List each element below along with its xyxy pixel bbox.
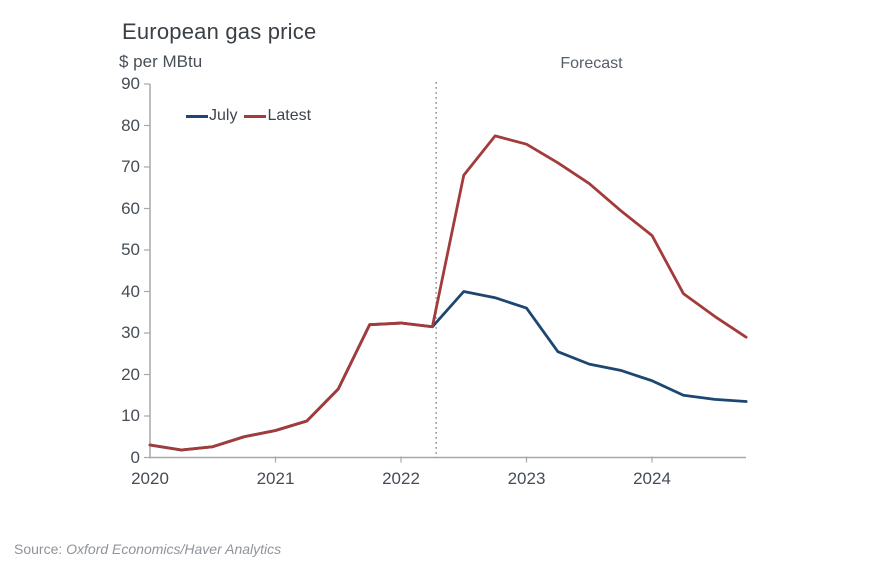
y-tick-label: 20 bbox=[121, 364, 140, 384]
page-title: European gas price bbox=[122, 19, 317, 44]
legend-label-latest: Latest bbox=[267, 107, 312, 124]
x-tick-label: 2021 bbox=[256, 469, 295, 488]
latest-series-line bbox=[148, 134, 748, 452]
y-tick-label: 10 bbox=[121, 406, 140, 425]
y-tick-label: 80 bbox=[121, 115, 140, 135]
y-tick-label: 60 bbox=[121, 198, 140, 218]
source-attribution: Source: Oxford Economics/Haver Analytics bbox=[14, 539, 281, 559]
chart-legend: July Latest bbox=[186, 105, 311, 127]
x-tick-label: 2022 bbox=[382, 469, 420, 488]
july-series-line bbox=[148, 290, 748, 452]
x-tick-label: 2024 bbox=[633, 469, 671, 488]
x-tick-label: 2023 bbox=[507, 469, 546, 488]
y-axis-unit-label: $ per MBtu bbox=[119, 52, 203, 71]
source-text: Oxford Economics/Haver Analytics bbox=[66, 541, 282, 557]
july-line-swatch-icon bbox=[186, 114, 208, 118]
source-prefix: Source: bbox=[14, 541, 67, 557]
y-tick-label: 0 bbox=[130, 447, 140, 467]
y-tick-label: 40 bbox=[121, 281, 140, 301]
legend-item-latest: Latest bbox=[244, 105, 311, 127]
legend-label-july: July bbox=[209, 107, 238, 124]
y-tick-label: 50 bbox=[121, 240, 140, 259]
x-tick-label: 2020 bbox=[131, 469, 169, 488]
forecast-annotation: Forecast bbox=[560, 55, 623, 72]
y-tick-label: 30 bbox=[121, 323, 140, 342]
y-tick-label: 70 bbox=[121, 157, 140, 176]
legend-item-july: July bbox=[186, 105, 237, 127]
y-tick-label: 90 bbox=[121, 74, 140, 93]
latest-line-swatch-icon bbox=[244, 114, 267, 118]
